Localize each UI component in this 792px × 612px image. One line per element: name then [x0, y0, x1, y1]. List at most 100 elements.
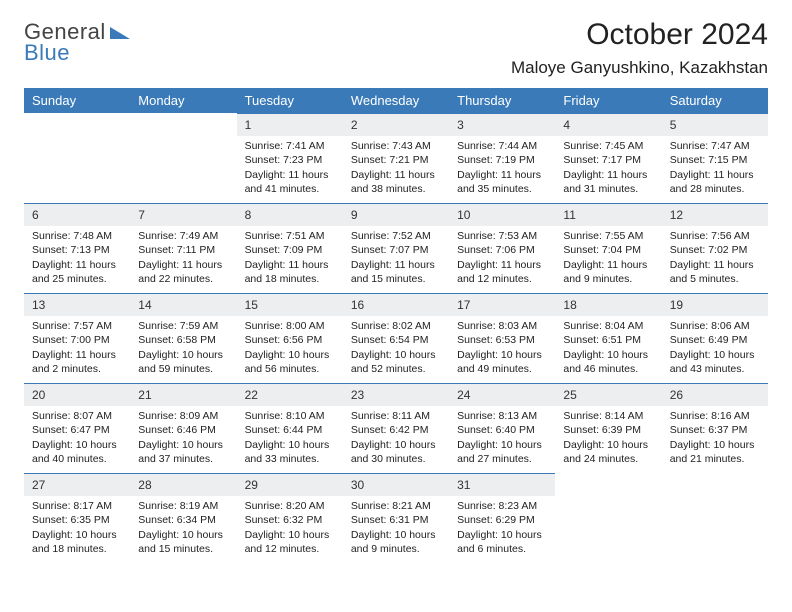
- day-body: Sunrise: 7:44 AMSunset: 7:19 PMDaylight:…: [449, 136, 555, 202]
- sunset-text: Sunset: 6:32 PM: [245, 513, 335, 527]
- calendar-cell: 24Sunrise: 8:13 AMSunset: 6:40 PMDayligh…: [449, 383, 555, 473]
- page-title: October 2024: [511, 18, 768, 52]
- daylight-text: Daylight: 10 hours and 56 minutes.: [245, 348, 335, 376]
- calendar-cell: 20Sunrise: 8:07 AMSunset: 6:47 PMDayligh…: [24, 383, 130, 473]
- day-number: 29: [237, 473, 343, 496]
- day-body: Sunrise: 7:57 AMSunset: 7:00 PMDaylight:…: [24, 316, 130, 382]
- sunrise-text: Sunrise: 7:57 AM: [32, 319, 122, 333]
- sunrise-text: Sunrise: 7:59 AM: [138, 319, 228, 333]
- sunrise-text: Sunrise: 7:47 AM: [670, 139, 760, 153]
- calendar-cell: 15 Sunrise: 8:00 AMSunset: 6:56 PMDayligh…: [237, 293, 343, 383]
- dayname-wed: Wednesday: [343, 88, 449, 113]
- day-number: 6: [24, 203, 130, 226]
- day-body: Sunrise: 8:10 AMSunset: 6:44 PMDaylight:…: [237, 406, 343, 472]
- calendar-row: 13Sunrise: 7:57 AMSunset: 7:00 PMDayligh…: [24, 293, 768, 383]
- day-body: Sunrise: 7:52 AMSunset: 7:07 PMDaylight:…: [343, 226, 449, 292]
- day-body: Sunrise: 8:11 AMSunset: 6:42 PMDaylight:…: [343, 406, 449, 472]
- daylight-text: Daylight: 10 hours and 27 minutes.: [457, 438, 547, 466]
- day-number: 17: [449, 293, 555, 316]
- day-body: Sunrise: 7:56 AMSunset: 7:02 PMDaylight:…: [662, 226, 768, 292]
- daylight-text: Daylight: 10 hours and 59 minutes.: [138, 348, 228, 376]
- calendar-cell: 19Sunrise: 8:06 AMSunset: 6:49 PMDayligh…: [662, 293, 768, 383]
- sunset-text: Sunset: 7:04 PM: [563, 243, 653, 257]
- sunrise-text: Sunrise: 7:41 AM: [245, 139, 335, 153]
- dayname-mon: Monday: [130, 88, 236, 113]
- day-number: 2: [343, 113, 449, 136]
- day-number: 13: [24, 293, 130, 316]
- day-number: 7: [130, 203, 236, 226]
- calendar-cell: 30Sunrise: 8:21 AMSunset: 6:31 PMDayligh…: [343, 473, 449, 563]
- daylight-text: Daylight: 10 hours and 6 minutes.: [457, 528, 547, 556]
- day-number: 12: [662, 203, 768, 226]
- dayname-fri: Friday: [555, 88, 661, 113]
- dayname-sat: Saturday: [662, 88, 768, 113]
- sunrise-text: Sunrise: 7:43 AM: [351, 139, 441, 153]
- daylight-text: Daylight: 10 hours and 43 minutes.: [670, 348, 760, 376]
- calendar-table: Sunday Monday Tuesday Wednesday Thursday…: [24, 88, 768, 563]
- sunrise-text: Sunrise: 7:51 AM: [245, 229, 335, 243]
- day-number: 31: [449, 473, 555, 496]
- calendar-cell: 3Sunrise: 7:44 AMSunset: 7:19 PMDaylight…: [449, 113, 555, 203]
- sunset-text: Sunset: 6:46 PM: [138, 423, 228, 437]
- day-number: 8: [237, 203, 343, 226]
- day-number: 22: [237, 383, 343, 406]
- calendar-cell: 5Sunrise: 7:47 AMSunset: 7:15 PMDaylight…: [662, 113, 768, 203]
- day-number: 16: [343, 293, 449, 316]
- sunrise-text: Sunrise: 7:45 AM: [563, 139, 653, 153]
- calendar-head: Sunday Monday Tuesday Wednesday Thursday…: [24, 88, 768, 113]
- sunrise-text: Sunrise: 8:17 AM: [32, 499, 122, 513]
- sunrise-text: Sunrise: 7:55 AM: [563, 229, 653, 243]
- calendar-body: 1Sunrise: 7:41 AMSunset: 7:23 PMDaylight…: [24, 113, 768, 563]
- sunset-text: Sunset: 6:37 PM: [670, 423, 760, 437]
- logo-triangle-icon: [110, 25, 130, 39]
- sunset-text: Sunset: 7:21 PM: [351, 153, 441, 167]
- day-number: 20: [24, 383, 130, 406]
- day-body: Sunrise: 8:09 AMSunset: 6:46 PMDaylight:…: [130, 406, 236, 472]
- sunrise-text: Sunrise: 8:00 AM: [245, 319, 335, 333]
- sunrise-text: Sunrise: 7:48 AM: [32, 229, 122, 243]
- calendar-cell: [555, 473, 661, 563]
- sunset-text: Sunset: 6:44 PM: [245, 423, 335, 437]
- sunrise-text: Sunrise: 8:09 AM: [138, 409, 228, 423]
- calendar-cell: 1Sunrise: 7:41 AMSunset: 7:23 PMDaylight…: [237, 113, 343, 203]
- daylight-text: Daylight: 10 hours and 24 minutes.: [563, 438, 653, 466]
- sunset-text: Sunset: 6:56 PM: [245, 333, 335, 347]
- day-number: 18: [555, 293, 661, 316]
- day-number: 21: [130, 383, 236, 406]
- sunrise-text: Sunrise: 8:02 AM: [351, 319, 441, 333]
- day-number: 24: [449, 383, 555, 406]
- calendar-cell: 29Sunrise: 8:20 AMSunset: 6:32 PMDayligh…: [237, 473, 343, 563]
- dayname-tue: Tuesday: [237, 88, 343, 113]
- daylight-text: Daylight: 11 hours and 38 minutes.: [351, 168, 441, 196]
- day-number: 23: [343, 383, 449, 406]
- sunset-text: Sunset: 7:00 PM: [32, 333, 122, 347]
- daylight-text: Daylight: 11 hours and 25 minutes.: [32, 258, 122, 286]
- calendar-cell: 26Sunrise: 8:16 AMSunset: 6:37 PMDayligh…: [662, 383, 768, 473]
- daylight-text: Daylight: 11 hours and 18 minutes.: [245, 258, 335, 286]
- day-body: Sunrise: 7:43 AMSunset: 7:21 PMDaylight:…: [343, 136, 449, 202]
- sunset-text: Sunset: 7:02 PM: [670, 243, 760, 257]
- daylight-text: Daylight: 10 hours and 52 minutes.: [351, 348, 441, 376]
- sunrise-text: Sunrise: 8:14 AM: [563, 409, 653, 423]
- day-number: 9: [343, 203, 449, 226]
- calendar-cell: 6Sunrise: 7:48 AMSunset: 7:13 PMDaylight…: [24, 203, 130, 293]
- calendar-row: 20Sunrise: 8:07 AMSunset: 6:47 PMDayligh…: [24, 383, 768, 473]
- calendar-cell: 22Sunrise: 8:10 AMSunset: 6:44 PMDayligh…: [237, 383, 343, 473]
- day-body: Sunrise: 7:41 AMSunset: 7:23 PMDaylight:…: [237, 136, 343, 202]
- sunrise-text: Sunrise: 7:53 AM: [457, 229, 547, 243]
- daylight-text: Daylight: 10 hours and 46 minutes.: [563, 348, 653, 376]
- dayname-thu: Thursday: [449, 88, 555, 113]
- sunrise-text: Sunrise: 8:10 AM: [245, 409, 335, 423]
- sunrise-text: Sunrise: 8:13 AM: [457, 409, 547, 423]
- day-body: Sunrise: 7:55 AMSunset: 7:04 PMDaylight:…: [555, 226, 661, 292]
- calendar-cell: 25Sunrise: 8:14 AMSunset: 6:39 PMDayligh…: [555, 383, 661, 473]
- daylight-text: Daylight: 11 hours and 41 minutes.: [245, 168, 335, 196]
- calendar-cell: 11Sunrise: 7:55 AMSunset: 7:04 PMDayligh…: [555, 203, 661, 293]
- day-number: 15: [237, 293, 343, 316]
- calendar-row: 1Sunrise: 7:41 AMSunset: 7:23 PMDaylight…: [24, 113, 768, 203]
- sunset-text: Sunset: 6:53 PM: [457, 333, 547, 347]
- sunset-text: Sunset: 6:35 PM: [32, 513, 122, 527]
- calendar-cell: 10Sunrise: 7:53 AMSunset: 7:06 PMDayligh…: [449, 203, 555, 293]
- daylight-text: Daylight: 10 hours and 40 minutes.: [32, 438, 122, 466]
- daylight-text: Daylight: 11 hours and 35 minutes.: [457, 168, 547, 196]
